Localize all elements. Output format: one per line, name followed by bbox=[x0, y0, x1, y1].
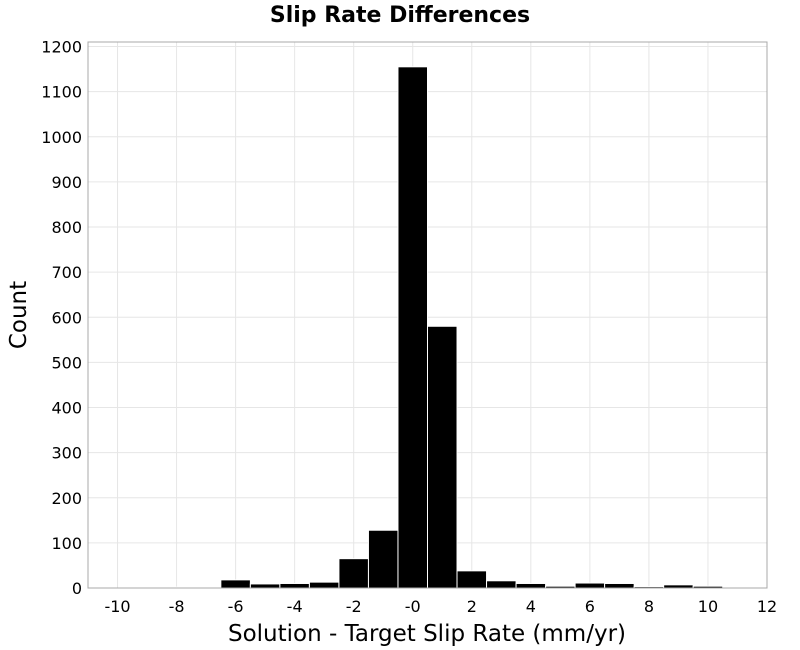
x-tick-label: 4 bbox=[526, 597, 536, 616]
bars bbox=[161, 66, 724, 589]
y-tick-label: 900 bbox=[51, 173, 82, 192]
x-tick-label: -2 bbox=[346, 597, 362, 616]
y-tick-label: 1200 bbox=[41, 38, 82, 57]
histogram-bar bbox=[574, 582, 606, 589]
y-tick-labels: 0 100 200 300 400 500 600 700 800 900 1000 1100 1200 bbox=[41, 38, 82, 598]
y-tick-label: 100 bbox=[51, 534, 82, 553]
y-tick-label: 1000 bbox=[41, 128, 82, 147]
histogram-bar bbox=[220, 579, 251, 589]
y-tick-label: 700 bbox=[51, 263, 82, 282]
y-tick-label: 200 bbox=[51, 489, 82, 508]
histogram-bar bbox=[456, 570, 488, 589]
histogram-bar bbox=[604, 582, 635, 589]
x-tick-label: 8 bbox=[644, 597, 654, 616]
x-tick-label: -10 bbox=[104, 597, 130, 616]
y-axis-label: Count bbox=[6, 281, 32, 349]
y-tick-label: 0 bbox=[72, 579, 82, 598]
histogram-bar bbox=[397, 66, 429, 589]
y-tick-label: 300 bbox=[51, 444, 82, 463]
x-tick-label: 10 bbox=[698, 597, 718, 616]
x-tick-label: -8 bbox=[169, 597, 185, 616]
chart-title: Slip Rate Differences bbox=[270, 3, 530, 28]
histogram-bar bbox=[367, 529, 399, 589]
plot-frame bbox=[87, 41, 768, 589]
x-tick-label: 6 bbox=[585, 597, 595, 616]
y-tick-label: 400 bbox=[51, 399, 82, 418]
y-tick-label: 600 bbox=[51, 308, 82, 327]
histogram-bar bbox=[249, 583, 281, 589]
histogram-bar bbox=[515, 582, 547, 589]
x-tick-labels: -10 -8 -6 -4 -2 -0 2 4 6 8 10 12 bbox=[104, 597, 777, 616]
histogram-bar bbox=[308, 581, 340, 589]
histogram-bar bbox=[427, 325, 458, 589]
y-tick-label: 1100 bbox=[41, 83, 82, 102]
histogram-bar bbox=[279, 582, 310, 589]
x-axis-label: Solution - Target Slip Rate (mm/yr) bbox=[228, 621, 626, 647]
x-tick-label: -6 bbox=[228, 597, 244, 616]
x-tick-label: 12 bbox=[757, 597, 777, 616]
y-tick-label: 500 bbox=[51, 353, 82, 372]
histogram-bar bbox=[486, 580, 517, 589]
x-tick-label: -0 bbox=[405, 597, 421, 616]
x-tick-label: -4 bbox=[287, 597, 303, 616]
histogram-bar bbox=[338, 558, 369, 589]
x-tick-label: 2 bbox=[467, 597, 477, 616]
y-tick-label: 800 bbox=[51, 218, 82, 237]
